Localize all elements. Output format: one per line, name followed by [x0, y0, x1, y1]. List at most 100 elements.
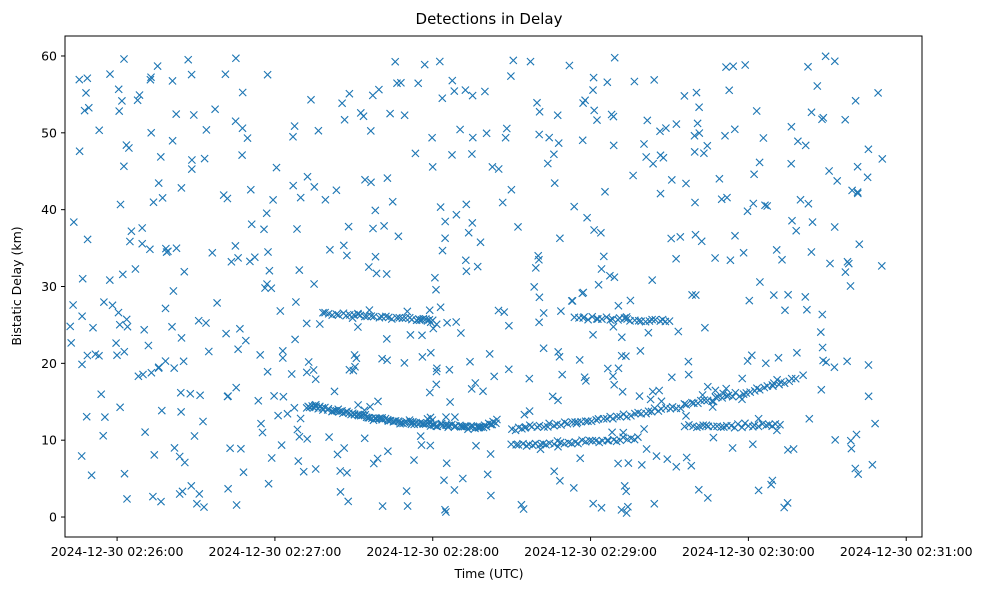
- data-point: [391, 57, 400, 66]
- data-point: [533, 98, 541, 107]
- data-point: [231, 54, 240, 63]
- data-point: [432, 285, 440, 294]
- data-point: [468, 91, 477, 100]
- data-point: [267, 284, 276, 293]
- data-point: [614, 301, 623, 310]
- data-point: [334, 311, 343, 319]
- data-point: [157, 497, 165, 506]
- data-point: [549, 150, 558, 159]
- data-point: [535, 107, 544, 116]
- data-point: [131, 265, 140, 273]
- data-point: [277, 441, 286, 450]
- data-point: [605, 271, 614, 280]
- data-point: [618, 387, 627, 396]
- data-point: [589, 73, 598, 82]
- data-point: [682, 179, 690, 188]
- data-point: [687, 461, 696, 470]
- data-point: [187, 481, 196, 490]
- data-point: [383, 174, 392, 183]
- data-point: [554, 139, 563, 148]
- data-point: [158, 193, 167, 202]
- data-point: [745, 296, 754, 305]
- data-point: [224, 484, 233, 493]
- data-point: [471, 379, 480, 387]
- data-point: [608, 428, 617, 437]
- data-point: [343, 468, 351, 477]
- data-point: [147, 128, 156, 137]
- data-point: [311, 375, 320, 384]
- data-point: [310, 280, 319, 288]
- data-point: [254, 396, 263, 405]
- data-point: [634, 316, 643, 325]
- data-point: [539, 309, 548, 317]
- data-point: [603, 364, 612, 373]
- data-point: [345, 89, 354, 98]
- data-point: [509, 56, 518, 65]
- data-point: [692, 423, 701, 432]
- data-point: [711, 393, 720, 402]
- data-point: [763, 382, 772, 390]
- data-point: [360, 434, 369, 443]
- data-point: [145, 245, 154, 254]
- data-point: [428, 316, 437, 325]
- data-point: [83, 74, 92, 83]
- data-point: [456, 329, 465, 337]
- data-point: [391, 416, 400, 425]
- data-point: [694, 485, 703, 494]
- y-axis-label: Bistatic Delay (km): [9, 226, 24, 345]
- data-point: [617, 351, 626, 360]
- data-point: [584, 315, 593, 324]
- data-point: [336, 487, 345, 496]
- data-point: [473, 262, 482, 271]
- data-point: [657, 397, 666, 406]
- data-point: [774, 353, 783, 362]
- data-point: [246, 185, 255, 194]
- data-point: [338, 99, 347, 108]
- data-point: [450, 413, 459, 422]
- data-point: [114, 308, 123, 317]
- data-point: [788, 216, 796, 225]
- data-point: [353, 323, 362, 331]
- data-point: [382, 334, 391, 343]
- data-point: [148, 492, 157, 501]
- data-point: [223, 392, 232, 401]
- data-point: [456, 125, 465, 134]
- data-point: [367, 178, 375, 187]
- data-point: [133, 96, 142, 105]
- data-point: [575, 355, 584, 364]
- data-point: [84, 103, 93, 112]
- data-point: [691, 198, 699, 207]
- data-point: [442, 459, 451, 468]
- data-point: [550, 467, 559, 476]
- data-point: [646, 395, 655, 404]
- data-point: [674, 327, 683, 336]
- data-point: [180, 267, 189, 276]
- data-point: [147, 73, 155, 82]
- data-point: [170, 364, 179, 373]
- data-point: [580, 373, 589, 382]
- data-point: [650, 499, 659, 508]
- data-point: [540, 423, 548, 431]
- data-point: [780, 503, 789, 512]
- data-point: [830, 57, 839, 66]
- data-point: [754, 414, 763, 423]
- data-point: [617, 333, 626, 342]
- data-point: [108, 301, 117, 310]
- data-point: [114, 85, 123, 94]
- data-point: [400, 358, 409, 367]
- data-point: [578, 136, 587, 145]
- data-point: [428, 162, 437, 171]
- data-point: [122, 141, 131, 150]
- data-point: [180, 458, 189, 467]
- data-point: [309, 366, 318, 374]
- data-point: [585, 436, 594, 445]
- data-point: [535, 293, 544, 302]
- data-point: [748, 440, 757, 449]
- data-point: [813, 82, 822, 90]
- data-point: [211, 105, 220, 114]
- data-point: [583, 213, 592, 222]
- data-point: [294, 457, 303, 466]
- data-point: [444, 423, 453, 432]
- data-point: [261, 284, 269, 292]
- data-point: [548, 392, 557, 401]
